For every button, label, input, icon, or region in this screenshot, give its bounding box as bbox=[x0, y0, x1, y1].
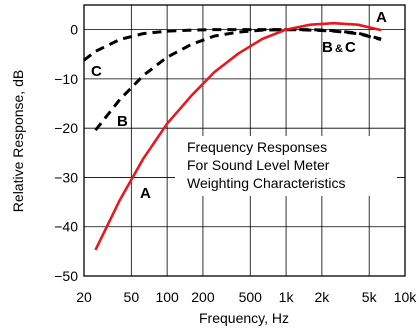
y-axis-label: Relative Response, dB bbox=[10, 70, 26, 212]
y-tick-label: 0 bbox=[70, 22, 78, 38]
x-tick-labels: 20 50 100 200 500 1k 2k 5k 10k bbox=[76, 289, 417, 305]
y-tick-label: −50 bbox=[54, 268, 78, 284]
x-tick-label: 50 bbox=[124, 289, 140, 305]
x-tick-label: 5k bbox=[362, 289, 378, 305]
x-axis-label: Frequency, Hz bbox=[199, 310, 289, 326]
series-line-c bbox=[83, 28, 382, 62]
curve-label-b: B bbox=[117, 113, 128, 130]
x-tick-label: 200 bbox=[191, 289, 215, 305]
y-tick-label: −40 bbox=[54, 219, 78, 235]
plot-frame bbox=[83, 4, 406, 277]
y-tick-label: −10 bbox=[54, 71, 78, 87]
annotation-line-1: Frequency Responses bbox=[187, 139, 327, 155]
x-tick-label: 1k bbox=[279, 289, 295, 305]
x-tick-label: 2k bbox=[314, 289, 330, 305]
curve-label-bc-amp: & bbox=[335, 43, 343, 55]
curve-label-a-top: A bbox=[376, 9, 387, 26]
curve-label-c: C bbox=[91, 63, 102, 80]
curve-label-a-bottom: A bbox=[140, 185, 151, 202]
y-tick-labels: 0 −10 −20 −30 −40 −50 bbox=[54, 22, 78, 284]
x-tick-label: 100 bbox=[155, 289, 179, 305]
annotation-line-2: For Sound Level Meter bbox=[187, 157, 330, 173]
x-tick-label: 10k bbox=[394, 289, 418, 305]
y-tick-label: −20 bbox=[54, 120, 78, 136]
curve-label-bc-c: C bbox=[345, 39, 356, 56]
x-tick-label: 20 bbox=[76, 289, 92, 305]
curve-label-bc-b: B bbox=[322, 39, 333, 56]
series-group bbox=[83, 21, 382, 251]
series-line-a bbox=[94, 21, 382, 251]
annotation-line-3: Weighting Characteristics bbox=[187, 175, 345, 191]
y-tick-label: −30 bbox=[54, 169, 78, 185]
annotation-background bbox=[175, 136, 397, 196]
x-tick-label: 500 bbox=[239, 289, 263, 305]
